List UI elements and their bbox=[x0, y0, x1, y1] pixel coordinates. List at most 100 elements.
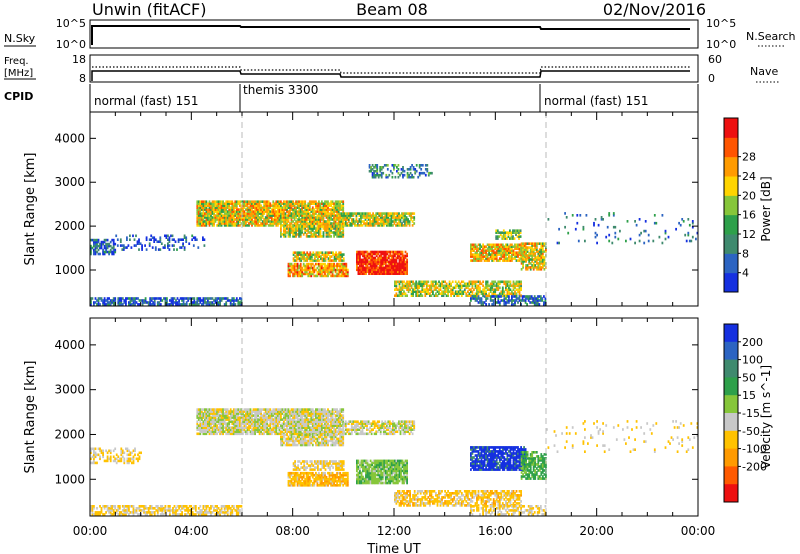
echo-cell bbox=[106, 246, 109, 250]
echo-cell bbox=[508, 286, 510, 290]
echo-cell bbox=[483, 295, 486, 298]
echo-cell bbox=[429, 294, 431, 297]
echo-cell bbox=[377, 266, 380, 270]
echo-cell bbox=[300, 253, 303, 256]
echo-cell bbox=[165, 234, 168, 238]
echo-cell bbox=[150, 234, 153, 238]
echo-cell bbox=[345, 274, 348, 278]
echo-cell bbox=[543, 260, 546, 263]
echo-cell bbox=[369, 256, 372, 260]
echo-cell bbox=[207, 297, 209, 300]
echo-cell bbox=[378, 262, 381, 266]
echo-cell bbox=[463, 290, 466, 293]
echo-cell bbox=[275, 200, 278, 203]
echo-cell bbox=[196, 204, 199, 207]
echo-cell bbox=[315, 216, 317, 219]
echo-cell bbox=[135, 301, 138, 304]
echo-cell bbox=[205, 408, 208, 411]
echo-cell bbox=[515, 299, 518, 302]
echo-cell bbox=[303, 259, 306, 262]
echo-cell bbox=[513, 237, 516, 240]
echo-cell bbox=[564, 212, 566, 215]
echo-cell bbox=[357, 254, 360, 258]
echo-cell bbox=[690, 239, 693, 243]
echo-cell bbox=[385, 214, 388, 217]
echo-cell bbox=[100, 246, 103, 250]
echo-cell bbox=[424, 280, 427, 284]
echo-cell bbox=[391, 256, 393, 260]
echo-cell bbox=[216, 507, 218, 510]
echo-cell bbox=[392, 216, 394, 219]
echo-cell bbox=[514, 295, 516, 298]
echo-cell bbox=[525, 242, 527, 245]
echo-cell bbox=[292, 259, 295, 262]
echo-cell bbox=[111, 505, 114, 508]
echo-cell bbox=[306, 253, 309, 256]
echo-cell bbox=[313, 210, 316, 213]
echo-cell bbox=[532, 264, 535, 267]
echo-cell bbox=[498, 231, 501, 234]
echo-cell bbox=[219, 224, 221, 227]
echo-cell bbox=[112, 246, 115, 250]
echo-cell bbox=[266, 216, 269, 219]
echo-cell bbox=[359, 256, 361, 260]
echo-cell bbox=[91, 507, 94, 510]
echo-cell bbox=[383, 164, 386, 167]
echo-cell bbox=[426, 169, 429, 173]
echo-cell bbox=[426, 164, 429, 167]
echo-cell bbox=[454, 292, 457, 295]
echo-cell bbox=[412, 292, 414, 295]
echo-cell bbox=[90, 449, 92, 453]
echo-cell bbox=[128, 507, 130, 510]
echo-cell bbox=[336, 204, 338, 207]
echo-cell bbox=[106, 301, 109, 304]
echo-cell bbox=[214, 218, 217, 221]
echo-cell bbox=[459, 282, 462, 286]
echo-cell bbox=[365, 272, 367, 275]
echo-cell bbox=[501, 259, 504, 262]
echo-cell bbox=[401, 224, 403, 227]
echo-cell bbox=[529, 246, 532, 249]
echo-cell bbox=[234, 218, 237, 221]
echo-cell bbox=[318, 251, 321, 254]
echo-cell bbox=[205, 430, 208, 433]
echo-cell bbox=[270, 208, 273, 211]
echo-cell bbox=[229, 410, 232, 413]
echo-cell bbox=[363, 260, 366, 264]
echo-cell bbox=[134, 297, 136, 300]
echo-cell bbox=[511, 243, 513, 247]
echo-cell bbox=[404, 286, 407, 290]
echo-cell bbox=[232, 303, 235, 306]
echo-cell bbox=[121, 513, 124, 516]
echo-cell bbox=[526, 264, 529, 267]
echo-cell bbox=[173, 505, 176, 508]
echo-cell bbox=[199, 206, 202, 209]
echo-cell bbox=[217, 418, 220, 421]
echo-cell bbox=[231, 430, 234, 433]
echo-cell bbox=[220, 430, 223, 433]
echo-cell bbox=[255, 200, 258, 203]
echo-cell bbox=[148, 244, 151, 247]
echo-cell bbox=[305, 220, 308, 223]
echo-cell bbox=[512, 251, 515, 254]
echo-cell bbox=[231, 216, 234, 219]
echo-cell bbox=[204, 220, 206, 223]
echo-cell bbox=[204, 416, 206, 419]
echo-cell bbox=[429, 284, 431, 288]
echo-cell bbox=[528, 254, 531, 257]
echo-cell bbox=[508, 292, 510, 295]
echo-cell bbox=[485, 280, 487, 284]
echo-cell bbox=[120, 447, 123, 451]
echo-cell bbox=[691, 225, 694, 229]
echo-cell bbox=[292, 257, 295, 260]
echo-cell bbox=[222, 216, 224, 219]
echo-cell bbox=[293, 262, 296, 266]
echo-cell bbox=[485, 286, 487, 290]
echo-cell bbox=[194, 303, 197, 306]
echo-cell bbox=[339, 216, 342, 219]
echo-cell bbox=[471, 297, 474, 300]
echo-cell bbox=[229, 416, 232, 419]
echo-cell bbox=[203, 238, 206, 241]
echo-cell bbox=[216, 505, 218, 508]
echo-cell bbox=[375, 252, 378, 256]
